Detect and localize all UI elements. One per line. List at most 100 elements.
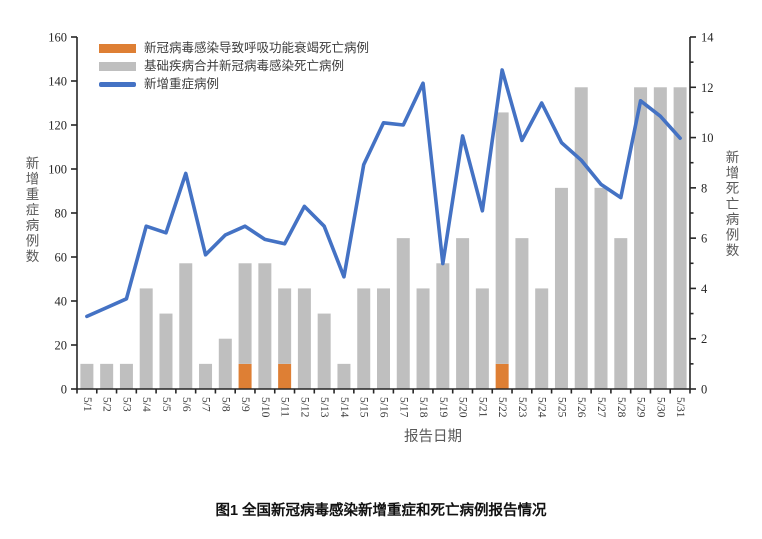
bar-gray-segment — [515, 238, 529, 389]
bar-gray-segment — [297, 288, 311, 389]
x-tick-label: 5/4 — [140, 397, 152, 412]
bar-gray-segment — [634, 87, 648, 390]
orange-bar-swatch-icon — [99, 44, 136, 53]
x-tick-label: 5/8 — [219, 397, 231, 412]
bar-gray-segment — [179, 263, 193, 389]
legend-label: 新增重症病例 — [144, 77, 220, 92]
x-tick-label: 5/7 — [200, 397, 212, 412]
bar-gray-segment — [614, 238, 628, 389]
right-axis-tick-label: 4 — [701, 282, 708, 296]
bar-gray-segment — [396, 238, 410, 389]
left-axis-title: 新增重症病例数 — [23, 156, 39, 265]
x-tick-label: 5/23 — [516, 397, 528, 418]
legend-item-resp-failure-deaths: 新冠病毒感染导致呼吸功能衰竭死亡病例 — [99, 41, 369, 56]
line-layer — [85, 68, 682, 319]
bar-gray-segment — [436, 263, 450, 389]
x-tick-label: 5/28 — [615, 397, 627, 418]
x-tick-label: 5/27 — [595, 397, 607, 418]
bar-gray-segment — [278, 288, 292, 364]
legend-label: 基础疾病合并新冠病毒感染死亡病例 — [144, 59, 345, 74]
left-axis-tick-label: 80 — [55, 207, 68, 221]
x-tick-label: 5/15 — [358, 397, 370, 418]
gray-bar-swatch-icon — [99, 62, 136, 71]
x-tick-label: 5/18 — [417, 397, 429, 418]
x-tick-label: 5/16 — [378, 397, 390, 418]
left-axis-tick-label: 120 — [48, 119, 67, 133]
x-tick-label: 5/3 — [120, 397, 132, 412]
x-tick-label: 5/5 — [160, 397, 172, 412]
right-axis-tick-label: 2 — [701, 332, 707, 346]
right-axis-tick-label: 10 — [701, 131, 714, 145]
x-tick-label: 5/9 — [239, 397, 251, 412]
x-tick-label: 5/12 — [298, 397, 310, 418]
left-axis-tick-label: 160 — [48, 31, 67, 45]
right-axis-tick-label: 14 — [701, 31, 714, 45]
legend-item-underlying-disease-deaths: 基础疾病合并新冠病毒感染死亡病例 — [99, 59, 369, 74]
bar-gray-segment — [377, 288, 390, 389]
bar-gray-segment — [199, 363, 213, 389]
bar-gray-segment — [258, 263, 272, 389]
bar-gray-segment — [574, 87, 588, 390]
x-tick-label: 5/29 — [635, 397, 647, 418]
bar-gray-segment — [337, 363, 351, 389]
right-axis-tick-label: 12 — [701, 81, 714, 95]
x-tick-label: 5/10 — [259, 397, 271, 418]
left-axis-tick-label: 0 — [61, 383, 67, 397]
bars-layer — [80, 87, 687, 390]
legend-label: 新冠病毒感染导致呼吸功能衰竭死亡病例 — [144, 41, 370, 56]
right-axis-tick-label: 6 — [701, 232, 707, 246]
bar-gray-segment — [119, 363, 133, 389]
x-tick-label: 5/1 — [81, 397, 93, 412]
bar-gray-segment — [218, 338, 232, 389]
right-axis-tick-label: 8 — [701, 181, 707, 195]
x-tick-label: 5/21 — [476, 397, 488, 418]
axis-labels-layer: 0 20 40 60 80 100 120 140 160 0 2 4 6 8 10 12 14 5/1 5/2 5/… — [48, 31, 714, 446]
left-axis-tick-label: 40 — [55, 295, 68, 309]
legend: 新冠病毒感染导致呼吸功能衰竭死亡病例 基础疾病合并新冠病毒感染死亡病例 新增重症… — [99, 41, 369, 92]
bar-orange-segment — [278, 363, 292, 389]
bar-orange-segment — [495, 363, 509, 389]
x-tick-label: 5/13 — [318, 397, 330, 418]
bar-gray-segment — [653, 87, 667, 390]
bar-gray-segment — [673, 87, 687, 390]
x-tick-label: 5/24 — [536, 397, 548, 418]
left-axis-tick-label: 140 — [48, 75, 67, 89]
bar-gray-segment — [495, 112, 509, 364]
x-tick-label: 5/2 — [101, 397, 113, 412]
bar-gray-segment — [139, 288, 153, 389]
bar-gray-segment — [456, 238, 470, 389]
right-axis-tick-label: 0 — [701, 383, 707, 397]
x-tick-label: 5/17 — [397, 397, 409, 418]
bar-gray-segment — [100, 363, 114, 389]
chart-canvas: 0 20 40 60 80 100 120 140 160 0 2 4 6 8 10 12 14 5/1 5/2 5/… — [48, 31, 714, 446]
left-axis-tick-label: 60 — [55, 251, 68, 265]
x-tick-label: 5/22 — [496, 397, 508, 418]
bar-gray-segment — [416, 288, 430, 389]
right-axis-title: 新增死亡病例数 — [723, 150, 739, 259]
bar-gray-segment — [80, 363, 94, 389]
bar-orange-segment — [238, 363, 252, 389]
bar-gray-segment — [317, 313, 331, 389]
bar-gray-segment — [357, 288, 371, 389]
bar-gray-segment — [594, 187, 608, 389]
legend-item-new-severe-cases: 新增重症病例 — [99, 77, 369, 92]
x-tick-label: 5/6 — [180, 397, 192, 412]
x-tick-label: 5/20 — [457, 397, 469, 418]
left-axis-tick-label: 100 — [48, 163, 67, 177]
bar-gray-segment — [535, 288, 549, 389]
x-tick-label: 5/26 — [575, 397, 587, 418]
figure-caption: 图1 全国新冠病毒感染新增重症和死亡病例报告情况 — [215, 503, 547, 519]
x-axis-title: 报告日期 — [404, 428, 462, 445]
bar-gray-segment — [554, 187, 568, 389]
axes-layer — [71, 36, 696, 394]
x-tick-label: 5/31 — [674, 397, 686, 418]
left-axis-tick-label: 20 — [55, 339, 68, 353]
x-tick-label: 5/11 — [279, 397, 291, 417]
blue-line-swatch-icon — [99, 82, 136, 87]
x-tick-label: 5/14 — [338, 397, 350, 418]
severe-cases-line — [85, 68, 682, 319]
bar-gray-segment — [475, 288, 489, 389]
bar-gray-segment — [238, 263, 252, 364]
bar-gray-segment — [159, 313, 173, 389]
